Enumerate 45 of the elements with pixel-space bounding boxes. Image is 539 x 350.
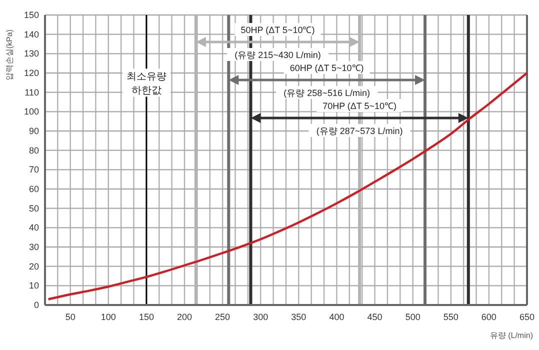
- y-tick-label: 30: [28, 242, 39, 252]
- y-axis-title: 압력손실(kPa): [5, 29, 14, 81]
- x-axis-title: 유량 (L/min): [490, 331, 534, 340]
- annotation: (유량 258~516 L/min): [284, 88, 370, 98]
- x-tick-label: 150: [138, 312, 154, 322]
- annotation: (유량 215~430 L/min): [226, 48, 329, 61]
- y-tick-label: 20: [28, 261, 39, 272]
- x-tick-label: 200: [176, 312, 192, 322]
- x-tick-label: 450: [367, 312, 382, 322]
- y-tick-label: 0: [34, 300, 39, 310]
- x-tick-label: 350: [291, 312, 306, 322]
- x-tick-label: 650: [519, 312, 535, 322]
- x-tick-label: 550: [443, 312, 458, 322]
- annotation: 70HP (ΔT 5~10℃): [322, 101, 397, 111]
- x-tick-label: 100: [100, 312, 116, 322]
- y-tick-label: 110: [24, 87, 39, 98]
- y-tick-label: 150: [24, 10, 39, 20]
- annotation: 50HP (ΔT 5~10℃): [240, 25, 315, 35]
- annotation: 최소유량 하한값: [122, 68, 170, 97]
- x-tick-label: 300: [253, 312, 268, 322]
- x-tick-label: 250: [215, 312, 230, 322]
- annotation: 70HP (ΔT 5~10℃): [316, 99, 403, 112]
- y-tick-label: 10: [28, 280, 39, 291]
- x-tick-label: 400: [329, 312, 344, 322]
- x-tick-label: 50: [65, 312, 76, 322]
- y-tick-label: 70: [28, 164, 39, 175]
- y-tick-label: 50: [28, 203, 39, 214]
- annotation: (유량 215~430 L/min): [234, 50, 321, 60]
- annotation: (유량 258~516 L/min): [276, 86, 378, 99]
- y-tick-label: 100: [24, 106, 39, 117]
- annotation: 60HP (ΔT 5~10℃): [290, 63, 364, 73]
- x-tick-label: 500: [405, 312, 420, 322]
- annotation: (유량 287~573 L/min): [316, 126, 403, 136]
- y-tick-label: 40: [28, 222, 39, 233]
- y-tick-label: 60: [28, 184, 39, 194]
- annotation: 50HP (ΔT 5~10℃): [234, 23, 321, 36]
- annotation: 60HP (ΔT 5~10℃): [284, 61, 370, 74]
- annotation: 최소유량 하한값: [126, 72, 166, 97]
- y-tick-label: 130: [24, 48, 39, 59]
- y-tick-label: 90: [28, 126, 39, 136]
- annotation: (유량 287~573 L/min): [308, 124, 410, 137]
- y-tick-label: 80: [28, 145, 39, 156]
- y-tick-label: 140: [24, 29, 39, 40]
- y-tick-label: 120: [24, 68, 39, 78]
- x-tick-label: 600: [481, 312, 496, 322]
